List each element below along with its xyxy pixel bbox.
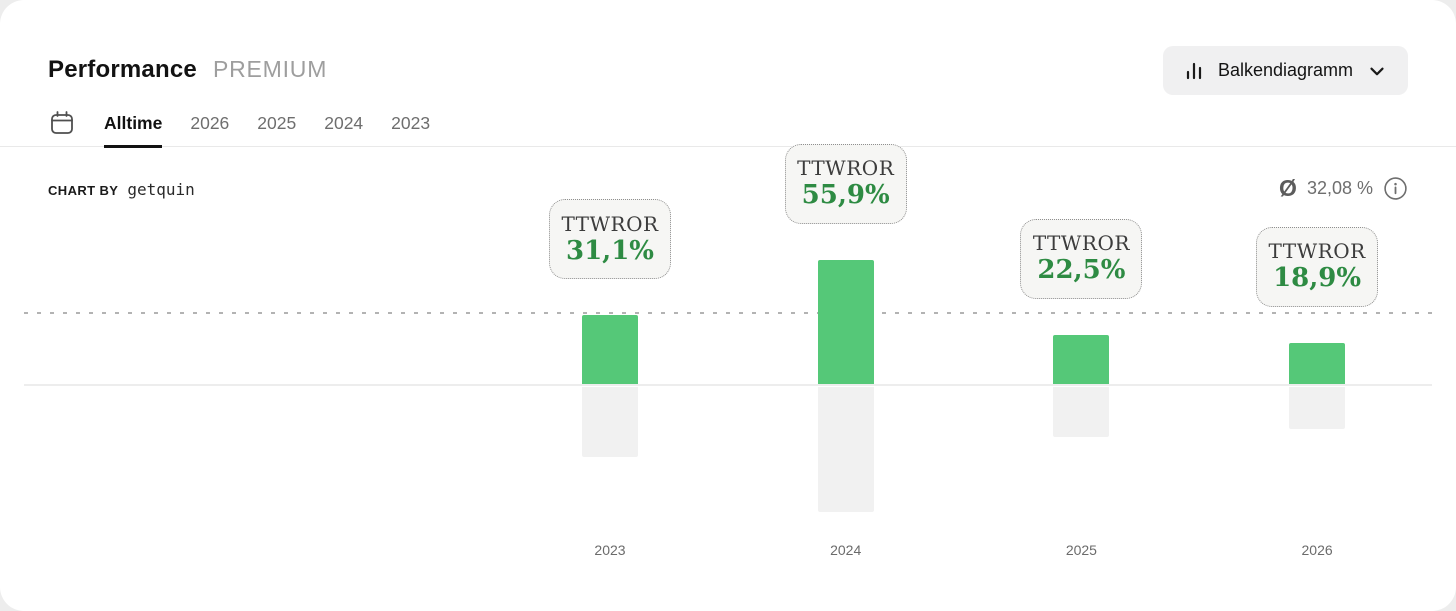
x-axis-label-2025: 2025 — [1065, 542, 1097, 558]
header: Performance PREMIUM — [48, 56, 327, 84]
ttwror-series-name: TTWROR — [1032, 231, 1130, 256]
ttwror-label-2026: TTWROR 18,9% — [1256, 226, 1379, 307]
ttwror-value: 18,9% — [1273, 263, 1362, 294]
average-dotted-line — [24, 312, 1432, 315]
time-range-tabs: Alltime 2026 2025 2024 2023 — [48, 101, 430, 148]
x-axis-label-2026: 2026 — [1301, 542, 1333, 558]
zero-axis-line — [24, 384, 1432, 386]
bar-shadow-2024 — [817, 387, 874, 513]
average-value: 32,08 % — [1306, 178, 1373, 198]
ttwror-value: 31,1% — [565, 236, 655, 267]
calendar-icon — [48, 109, 76, 137]
bar-2023[interactable] — [582, 315, 638, 385]
ttwror-label-2024: TTWROR 55,9% — [784, 143, 907, 224]
bar-shadow-2025 — [1053, 387, 1110, 438]
ttwror-series-name: TTWROR — [561, 212, 659, 237]
calendar-button[interactable] — [48, 101, 76, 148]
bar-2025[interactable] — [1053, 334, 1110, 385]
bar-shadow-2026 — [1289, 387, 1346, 430]
average-symbol: Ø — [1279, 175, 1297, 201]
ttwror-series-name: TTWROR — [1268, 239, 1366, 264]
tab-2026[interactable]: 2026 — [190, 112, 230, 133]
tab-alltime[interactable]: Alltime — [104, 101, 163, 148]
tabs-divider — [0, 146, 1456, 147]
ttwror-value: 22,5% — [1037, 255, 1126, 286]
tab-2025[interactable]: 2025 — [257, 112, 297, 133]
ttwror-value: 55,9% — [801, 180, 890, 211]
chart-type-dropdown[interactable]: Balkendiagramm — [1162, 46, 1408, 95]
chevron-down-icon — [1366, 60, 1388, 82]
bar-2026[interactable] — [1289, 342, 1346, 385]
chart-by-label: CHART BY — [48, 183, 119, 198]
brand-name: getquin — [127, 180, 195, 199]
x-axis-label-2023: 2023 — [594, 542, 626, 558]
info-icon[interactable] — [1383, 176, 1408, 201]
page-title: Performance — [48, 56, 197, 83]
ttwror-series-name: TTWROR — [797, 156, 895, 181]
tab-2023[interactable]: 2023 — [391, 112, 431, 133]
ttwror-label-2023: TTWROR 31,1% — [549, 199, 671, 280]
bar-chart-icon — [1183, 60, 1205, 82]
tab-2024[interactable]: 2024 — [324, 112, 364, 133]
bar-shadow-2023 — [582, 387, 638, 457]
average-performance: Ø 32,08 % — [1279, 176, 1408, 201]
x-axis-label-2024: 2024 — [830, 542, 862, 558]
bar-2024[interactable] — [817, 259, 874, 385]
premium-badge: PREMIUM — [212, 56, 328, 82]
chart-attribution: CHART BY getquin — [48, 180, 195, 199]
ttwror-label-2025: TTWROR 22,5% — [1020, 218, 1143, 299]
chart-type-label: Balkendiagramm — [1217, 60, 1353, 80]
